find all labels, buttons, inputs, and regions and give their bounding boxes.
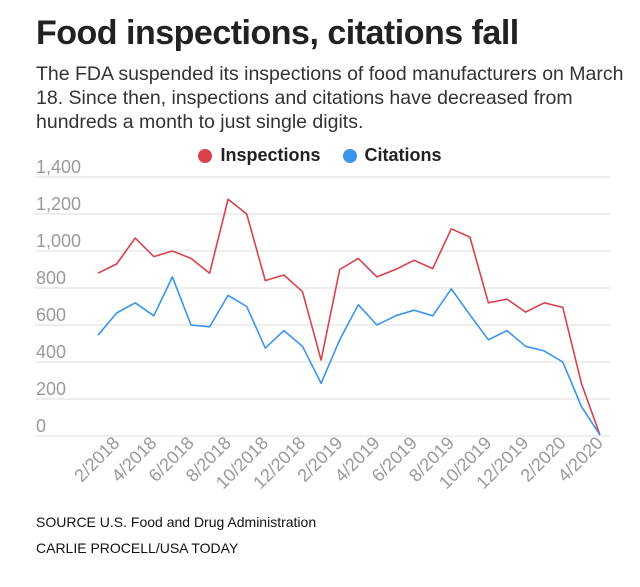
legend-label-citations: Citations xyxy=(364,145,442,165)
legend-dot-citations xyxy=(342,148,357,163)
legend-dot-inspections xyxy=(198,148,213,163)
source-note: SOURCE U.S. Food and Drug Administration xyxy=(36,514,317,530)
line-chart: 02004006008001,0001,2001,4002/20184/2018… xyxy=(35,160,610,493)
legend-label-inspections: Inspections xyxy=(220,145,321,165)
series-line-citations xyxy=(97,276,601,436)
series-line-inspections xyxy=(97,198,601,436)
legend: Inspections Citations xyxy=(0,145,640,166)
chart-title: Food inspections, citations fall xyxy=(36,14,519,52)
legend-item-inspections: Inspections xyxy=(198,145,321,166)
y-tick-label: 0 xyxy=(36,416,46,436)
y-tick-label: 800 xyxy=(36,268,66,288)
y-tick-label: 400 xyxy=(36,342,66,362)
credit-note: CARLIE PROCELL/USA TODAY xyxy=(36,540,239,556)
y-tick-label: 1,400 xyxy=(36,160,81,177)
y-tick-label: 600 xyxy=(36,305,66,325)
legend-item-citations: Citations xyxy=(342,145,442,166)
chart-subtitle: The FDA suspended its inspections of foo… xyxy=(36,63,624,133)
y-tick-label: 1,000 xyxy=(36,231,81,251)
y-tick-label: 1,200 xyxy=(36,194,81,214)
y-tick-label: 200 xyxy=(36,379,66,399)
